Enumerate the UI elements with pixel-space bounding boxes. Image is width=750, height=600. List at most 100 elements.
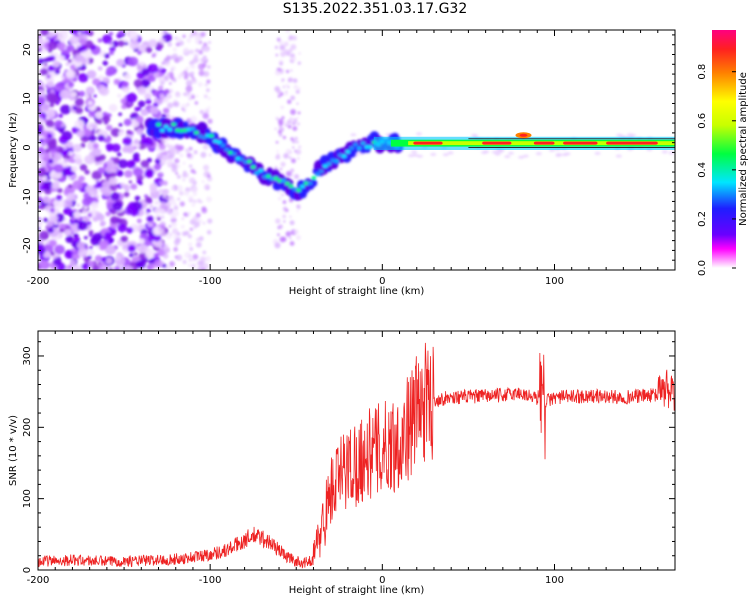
noise-blob — [293, 84, 299, 90]
noise-blob — [412, 153, 419, 157]
noise-blob — [661, 150, 668, 154]
noise-blob — [194, 101, 199, 105]
noise-blob — [84, 169, 90, 175]
noise-blob — [189, 246, 194, 251]
noise-blob — [180, 71, 186, 77]
noise-blob — [55, 146, 60, 150]
noise-blob — [189, 49, 194, 55]
noise-blob — [134, 106, 140, 112]
noise-blob — [285, 30, 291, 33]
noise-blob — [43, 251, 51, 258]
noise-blob — [92, 78, 101, 86]
ridge-blob — [182, 121, 189, 128]
noise-blob — [44, 148, 51, 154]
noise-blob — [117, 93, 122, 98]
noise-blob — [201, 206, 207, 212]
ridge-blob — [284, 181, 290, 186]
noise-blob — [57, 30, 69, 41]
noise-blob — [192, 253, 199, 260]
noise-blob — [38, 153, 45, 159]
noise-blob — [207, 96, 211, 101]
noise-blob — [170, 148, 175, 153]
noise-blob — [79, 38, 87, 46]
ridge-blob — [341, 154, 347, 159]
noise-blob — [137, 100, 146, 108]
noise-blob — [198, 119, 202, 122]
noise-blob — [162, 243, 169, 250]
noise-blob — [82, 197, 92, 207]
noise-blob — [105, 195, 110, 200]
noise-blob — [133, 146, 137, 150]
x-tick-label: 0 — [379, 575, 385, 586]
noise-blob — [81, 263, 90, 270]
noise-blob — [123, 191, 130, 198]
noise-blob — [45, 93, 57, 103]
noise-blob — [158, 76, 164, 82]
noise-blob — [54, 120, 64, 129]
noise-blob — [183, 190, 190, 196]
noise-blob — [187, 263, 192, 268]
noise-blob — [70, 165, 79, 173]
ridge-blob — [243, 160, 249, 164]
noise-blob — [291, 158, 296, 164]
noise-blob — [48, 108, 55, 114]
noise-blob — [79, 163, 88, 171]
noise-blob — [158, 188, 164, 194]
y-tick-label: 20 — [22, 43, 33, 56]
noise-blob — [192, 191, 198, 196]
noise-blob — [202, 46, 209, 53]
noise-blob — [274, 242, 281, 249]
noise-blob — [282, 200, 287, 204]
noise-blob — [175, 171, 179, 175]
noise-blob — [126, 92, 138, 103]
noise-blob — [108, 50, 115, 56]
noise-blob — [198, 49, 204, 55]
noise-blob — [179, 201, 185, 207]
noise-blob — [126, 160, 136, 169]
noise-blob — [162, 193, 167, 199]
noise-blob — [189, 34, 194, 39]
noise-blob — [114, 186, 118, 190]
noise-blob — [56, 187, 63, 193]
noise-blob — [188, 242, 193, 247]
colorbar-label: Normalized spectral amplitude — [738, 72, 749, 226]
noise-blob — [296, 122, 301, 126]
noise-blob — [65, 235, 74, 244]
ridge-blob — [212, 139, 218, 143]
ridge-blob — [182, 128, 188, 133]
noise-blob — [144, 92, 152, 100]
noise-blob — [296, 102, 299, 105]
noise-blob — [164, 88, 170, 95]
noise-blob — [207, 106, 211, 109]
noise-blob — [282, 85, 286, 89]
ridge-blob — [156, 122, 162, 127]
noise-blob — [157, 87, 161, 90]
noise-blob — [73, 211, 81, 219]
noise-blob — [51, 182, 60, 190]
noise-blob — [82, 217, 87, 222]
noise-blob — [205, 109, 209, 113]
x-tick-label: 0 — [379, 276, 385, 287]
noise-blob — [204, 83, 208, 87]
noise-blob — [188, 177, 196, 184]
noise-blob — [284, 123, 288, 127]
noise-blob — [206, 230, 212, 235]
noise-blob — [105, 124, 113, 131]
ridge-blob — [163, 124, 169, 129]
ridge-blob — [277, 178, 283, 183]
x-tick-label: -100 — [199, 276, 222, 287]
noise-blob — [99, 239, 109, 249]
noise-blob — [188, 97, 192, 101]
noise-blob — [58, 55, 65, 61]
noise-blob — [144, 196, 153, 204]
noise-blob — [297, 87, 301, 91]
noise-blob — [279, 236, 286, 243]
noise-blob — [283, 49, 289, 55]
noise-blob — [159, 260, 165, 266]
noise-blob — [48, 48, 53, 53]
noise-blob — [167, 150, 171, 154]
noise-blob — [87, 255, 92, 260]
noise-blob — [73, 236, 81, 243]
noise-blob — [102, 77, 110, 84]
noise-blob — [174, 243, 178, 247]
